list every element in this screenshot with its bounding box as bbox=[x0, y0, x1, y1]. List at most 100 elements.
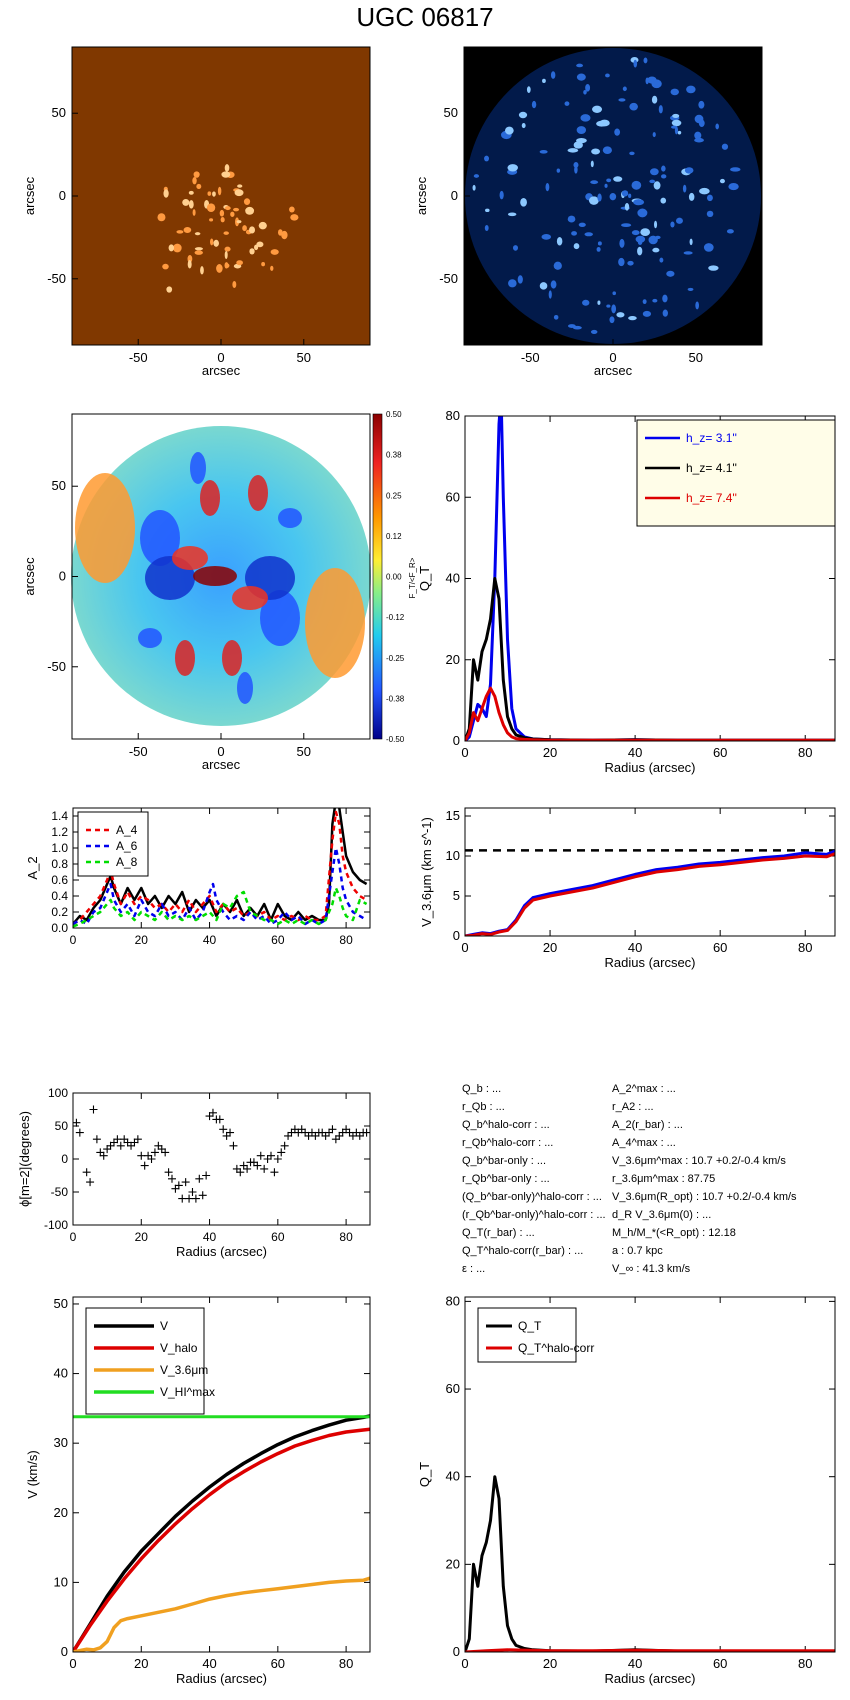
x-tick-label: 40 bbox=[628, 745, 642, 760]
y-tick-label: -50 bbox=[47, 659, 66, 674]
emission-spot bbox=[188, 190, 194, 195]
emission-spot bbox=[631, 180, 642, 190]
data-point bbox=[355, 1131, 364, 1140]
param-qb-halo-corr: Q_b^halo-corr : ... bbox=[462, 1119, 550, 1131]
data-point bbox=[263, 1155, 272, 1163]
y-tick-label: 20 bbox=[54, 1505, 68, 1520]
x-tick-label: 0 bbox=[217, 350, 224, 365]
legend-box bbox=[77, 811, 149, 877]
param-a2max: A_2^max : ... bbox=[612, 1083, 676, 1095]
emission-spot bbox=[611, 304, 617, 314]
x-tick-label: 50 bbox=[297, 350, 311, 365]
data-point bbox=[75, 1128, 84, 1137]
emission-spot bbox=[550, 280, 557, 289]
emission-spot bbox=[651, 95, 658, 104]
emission-spot bbox=[675, 217, 683, 224]
data-point bbox=[174, 1181, 183, 1190]
emission-spot bbox=[637, 246, 643, 256]
data-point bbox=[103, 1145, 112, 1154]
emission-spot bbox=[687, 287, 694, 291]
legend-box bbox=[477, 1307, 577, 1363]
emission-spot bbox=[249, 248, 255, 255]
legend-label: V_HI^max bbox=[160, 1385, 215, 1399]
x-tick-label: 40 bbox=[628, 940, 642, 955]
emission-spot bbox=[224, 246, 231, 252]
y-tick-label: 20 bbox=[446, 652, 460, 667]
data-point bbox=[311, 1131, 320, 1140]
emission-spot bbox=[699, 187, 710, 195]
emission-spot bbox=[576, 73, 586, 81]
emission-spot bbox=[592, 105, 603, 113]
emission-spot bbox=[217, 186, 222, 196]
emission-spot bbox=[193, 171, 200, 178]
emission-spot bbox=[609, 316, 615, 324]
x-tick-label: 0 bbox=[217, 744, 224, 759]
emission-spot bbox=[553, 261, 562, 270]
param-v36-ropt: V_3.6μm(R_opt) : 10.7 +0.2/-0.4 km/s bbox=[612, 1191, 797, 1203]
emission-spot bbox=[245, 206, 255, 215]
emission-spot bbox=[606, 178, 612, 183]
x-tick-label: 0 bbox=[461, 745, 468, 760]
ratio-blob bbox=[222, 640, 242, 676]
data-point bbox=[260, 1164, 269, 1173]
x-tick-label: 80 bbox=[339, 933, 353, 947]
data-point bbox=[195, 1174, 204, 1183]
y-tick-label: 5 bbox=[453, 888, 460, 903]
emission-spot bbox=[666, 270, 675, 277]
emission-spot bbox=[633, 59, 638, 68]
emission-spot bbox=[484, 225, 489, 232]
x-tick-label: 0 bbox=[461, 1656, 468, 1671]
emission-spot bbox=[571, 231, 577, 236]
emission-spot bbox=[539, 150, 548, 154]
x-tick-label: 60 bbox=[271, 1656, 285, 1671]
emission-spot bbox=[236, 260, 243, 266]
emission-spot bbox=[643, 57, 648, 64]
x-tick-label: 50 bbox=[297, 744, 311, 759]
x-tick-label: 20 bbox=[134, 1656, 148, 1671]
y-tick-label: 20 bbox=[446, 1556, 460, 1571]
emission-spot bbox=[163, 189, 169, 198]
data-point bbox=[202, 1171, 211, 1180]
param-drv36: d_R V_3.6μm(0) : ... bbox=[612, 1209, 712, 1221]
legend-label: A_8 bbox=[116, 855, 138, 869]
series-line bbox=[465, 849, 835, 936]
emission-spot bbox=[578, 222, 586, 228]
emission-spot bbox=[633, 199, 645, 206]
x-tick-label: 40 bbox=[203, 1230, 217, 1244]
x-tick-label: 80 bbox=[339, 1230, 353, 1244]
emission-spot bbox=[689, 238, 693, 246]
data-point bbox=[147, 1155, 156, 1163]
x-axis-label: Radius (arcsec) bbox=[604, 955, 695, 970]
colorbar-tick-label: -0.38 bbox=[386, 694, 405, 703]
x-tick-label: 40 bbox=[628, 1656, 642, 1671]
y-tick-label: 0 bbox=[453, 733, 460, 748]
emission-spot bbox=[659, 257, 664, 263]
emission-spot bbox=[270, 249, 279, 255]
emission-spot bbox=[652, 132, 656, 138]
colorbar-tick-label: 0.12 bbox=[386, 532, 402, 541]
param-rqb-bar-only: r_Qb^bar-only : ... bbox=[462, 1173, 550, 1185]
param-a2-rbar: A_2(r_bar) : ... bbox=[612, 1119, 683, 1131]
plot-frame bbox=[464, 415, 836, 742]
emission-spot bbox=[234, 189, 244, 197]
param-v36max: V_3.6μm^max : 10.7 +0.2/-0.4 km/s bbox=[612, 1155, 786, 1167]
colorbar-tick-label: 0.00 bbox=[386, 573, 402, 582]
emission-spot bbox=[224, 251, 228, 260]
emission-spot bbox=[224, 263, 230, 268]
emission-spot bbox=[597, 193, 602, 202]
orange-image-panel: -50 0 50 -50 0 50 arcsec arcsec bbox=[22, 46, 371, 378]
emission-spot bbox=[653, 181, 661, 190]
emission-spot bbox=[606, 304, 611, 308]
data-point bbox=[284, 1131, 293, 1140]
emission-spot bbox=[585, 84, 591, 92]
data-point bbox=[236, 1168, 245, 1177]
y-tick-label: 40 bbox=[446, 1469, 460, 1484]
emission-spot bbox=[236, 220, 242, 224]
emission-spot bbox=[660, 197, 667, 204]
emission-spot bbox=[682, 184, 687, 193]
emission-spot bbox=[472, 184, 476, 191]
emission-spot bbox=[541, 233, 552, 240]
param-ra2: r_A2 : ... bbox=[612, 1101, 654, 1113]
emission-spot bbox=[518, 111, 528, 119]
emission-spot bbox=[567, 215, 576, 223]
